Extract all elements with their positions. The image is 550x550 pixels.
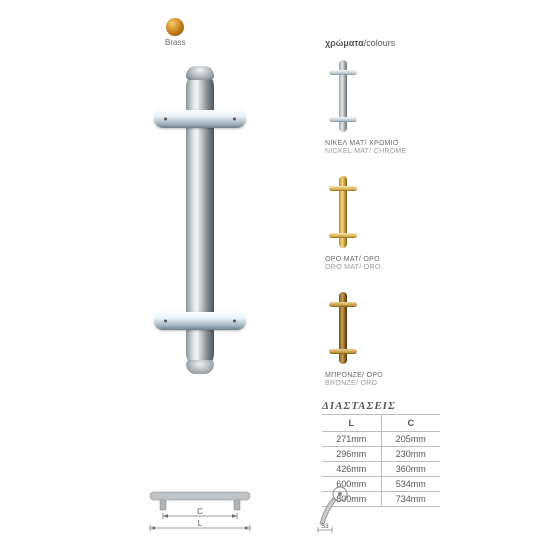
swatch-bracket-top [329, 186, 357, 191]
swatch-label-gr: ΝΙΚΕΛ ΜΑΤ/ ΧΡΩΜΙΟ [325, 140, 455, 148]
swatch-label-en: BRONZE/ ORO [325, 380, 455, 388]
swatch-nickel [325, 56, 365, 136]
table-row: 296mm230mm [322, 447, 440, 462]
swatch-bracket-bottom [329, 349, 357, 354]
handle-bracket-bottom [154, 312, 246, 330]
handle-cap-top [186, 66, 214, 80]
swatch-oro [325, 172, 365, 252]
dimensions-title: ΔΙΑΣΤΑΣΕΙΣ [322, 400, 440, 412]
swatch-label-bronze: ΜΠΡΟΝΖΕ/ ΟΡΟ BRONZE/ ORO [325, 372, 455, 388]
table-header-row: L C [322, 415, 440, 432]
diagram-front: C L [130, 486, 270, 536]
swatch-label-gr: ΟΡΟ ΜΑΤ/ ΟΡΟ [325, 256, 455, 264]
brass-icon [166, 18, 184, 36]
swatch-bracket-bottom [329, 233, 357, 238]
brass-label: Brass [165, 38, 185, 47]
diagram-label-L: L [198, 519, 203, 528]
diagram-label-depth: 53 [321, 523, 329, 530]
colours-heading-gr: χρώματα [325, 38, 364, 48]
table-row: 271mm205mm [322, 432, 440, 447]
swatch-label-oro: ΟΡΟ ΜΑΤ/ ΟΡΟ ORO MAT/ ORO [325, 256, 455, 272]
handle-bracket-top [154, 110, 246, 128]
swatch-bronze [325, 288, 365, 368]
diagram-side: 53 [300, 480, 370, 536]
product-image-main [140, 60, 260, 380]
table-row: 426mm360mm [322, 462, 440, 477]
col-C: C [381, 415, 440, 432]
col-L: L [322, 415, 381, 432]
handle-cap-bottom [186, 360, 214, 374]
swatch-bracket-top [329, 70, 357, 75]
swatch-bracket-top [329, 302, 357, 307]
colours-heading: χρώματα/colours [325, 38, 395, 48]
diagram-label-C: C [197, 507, 203, 516]
swatch-bracket-bottom [329, 117, 357, 122]
swatch-label-gr: ΜΠΡΟΝΖΕ/ ΟΡΟ [325, 372, 455, 380]
swatch-label-nickel: ΝΙΚΕΛ ΜΑΤ/ ΧΡΩΜΙΟ NICKEL MAT/ CHROME [325, 140, 455, 156]
swatch-label-en: NICKEL MAT/ CHROME [325, 148, 455, 156]
swatch-label-en: ORO MAT/ ORO [325, 264, 455, 272]
colours-heading-en: /colours [364, 38, 396, 48]
brass-badge: Brass [165, 18, 185, 47]
